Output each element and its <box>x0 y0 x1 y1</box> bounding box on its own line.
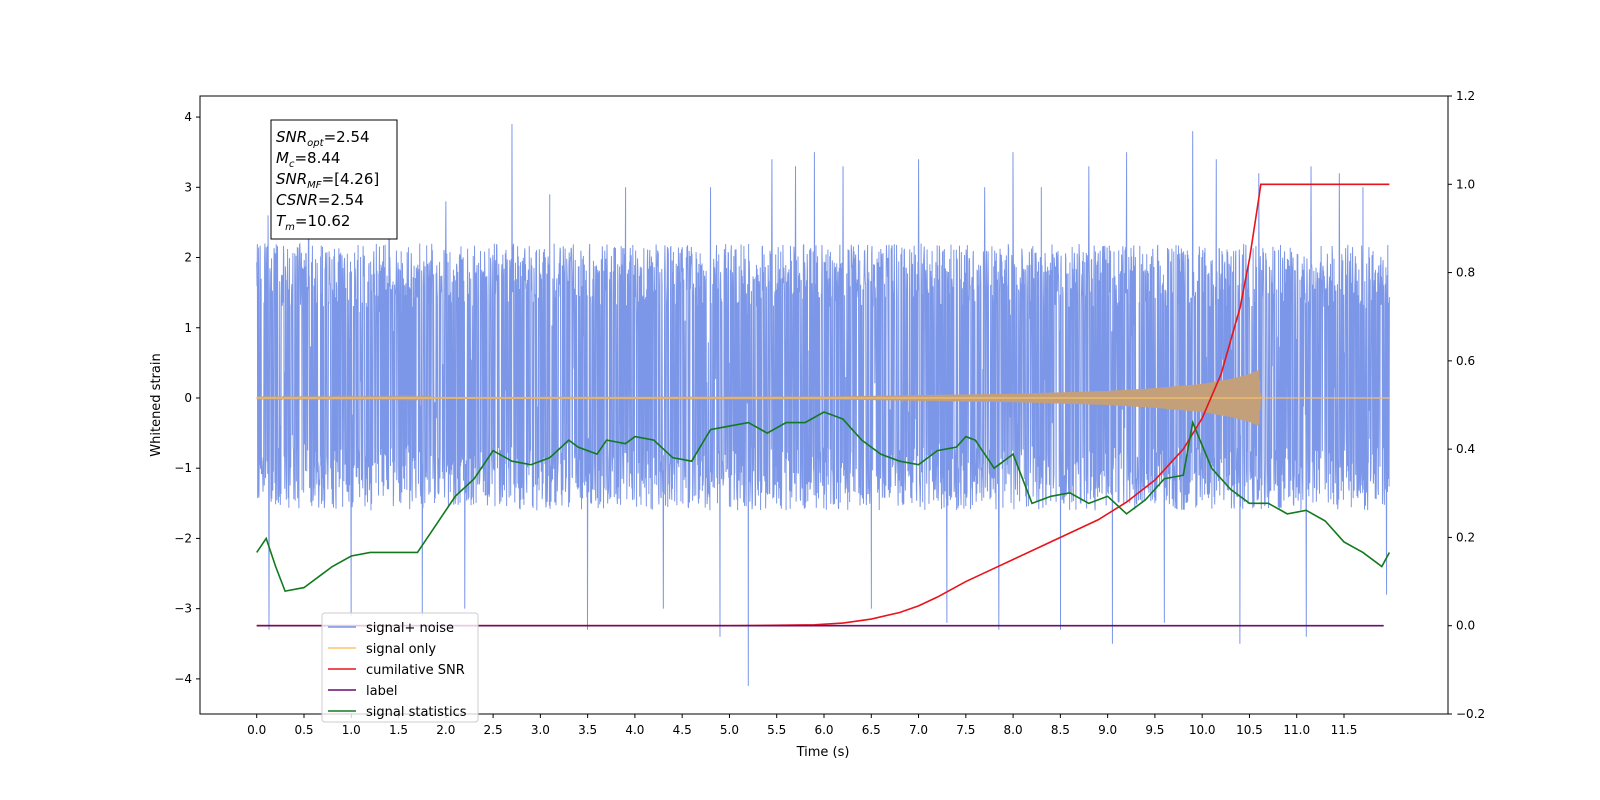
annotation-value: =2.54 <box>324 128 370 146</box>
y2-tick-label: 0.4 <box>1456 442 1475 456</box>
legend: signal+ noise signal only cumilative SNR la… <box>321 612 479 723</box>
annotation-line: Mc=8.44 <box>276 149 340 170</box>
annotation-symbol: CSNR <box>276 191 318 209</box>
y-tick-label: 3 <box>184 180 192 194</box>
y-tick-label: −1 <box>174 461 192 475</box>
y2-tick-label: 0.8 <box>1456 266 1475 280</box>
annotation-value: =[4.26] <box>322 170 380 188</box>
x-tick-label: 11.5 <box>1331 723 1358 737</box>
annotation-line: Tm=10.62 <box>276 212 350 233</box>
y-tick-label: 2 <box>184 251 192 265</box>
x-tick-label: 0.0 <box>247 723 266 737</box>
legend-label: signal only <box>366 642 436 657</box>
series-signal-statistics-line <box>256 411 1391 593</box>
x-tick-label: 11.0 <box>1283 723 1310 737</box>
x-tick-label: 9.0 <box>1098 723 1117 737</box>
annotation-subscript: c <box>289 159 295 170</box>
y2-tick-label: −0.2 <box>1456 707 1485 721</box>
legend-label: signal statistics <box>366 705 467 720</box>
annotation-value: =8.44 <box>294 149 340 167</box>
y-tick-label: 0 <box>184 391 192 405</box>
annotation-symbol: T <box>276 212 287 230</box>
x-tick-label: 4.0 <box>625 723 644 737</box>
y2-tick-label: 1.2 <box>1456 89 1475 103</box>
y2-tick-label: 0.0 <box>1456 619 1475 633</box>
annotation-subscript: MF <box>307 180 322 191</box>
annotation-subscript: opt <box>307 138 324 149</box>
x-tick-label: 5.0 <box>720 723 739 737</box>
x-tick-label: 8.0 <box>1004 723 1023 737</box>
x-tick-label: 3.0 <box>531 723 550 737</box>
y-tick-label: 4 <box>184 110 192 124</box>
x-tick-label: 1.5 <box>389 723 408 737</box>
x-tick-label: 1.0 <box>342 723 361 737</box>
x-tick-label: 3.5 <box>578 723 597 737</box>
annotation-frame <box>270 119 398 240</box>
y2-tick-label: 1.0 <box>1456 177 1475 191</box>
x-tick-label: 6.5 <box>862 723 881 737</box>
x-tick-label: 5.5 <box>767 723 786 737</box>
annotation-line: SNRopt=2.54 <box>276 128 370 149</box>
y-axis-label: Whitened strain <box>149 353 164 456</box>
x-axis-label: Time (s) <box>796 745 850 760</box>
x-tick-label: 7.0 <box>909 723 928 737</box>
y2-ticks: 1.2 1.0 0.8 0.6 0.4 0.2 0.0 −0.2 <box>1448 89 1485 721</box>
series-layer <box>256 124 1391 686</box>
x-tick-label: 10.5 <box>1236 723 1263 737</box>
x-tick-label: 8.5 <box>1051 723 1070 737</box>
x-ticks: 0.0 0.5 1.0 1.5 2.0 2.5 3.0 3.5 4.0 4.5 5.0 5.5 6.0 6… <box>247 714 1357 737</box>
annotation-line: SNRMF=[4.26] <box>276 170 379 191</box>
y-ticks: 4 3 2 1 0 −1 −2 −3 −4 <box>174 110 200 686</box>
annotation-symbol: SNR <box>276 128 307 146</box>
annotation-subscript: m <box>285 222 295 233</box>
x-tick-label: 2.0 <box>436 723 455 737</box>
annotation-box: SNRopt=2.54Mc=8.44SNRMF=[4.26]CSNR=2.54T… <box>270 119 398 240</box>
y-tick-label: −4 <box>174 672 192 686</box>
x-tick-label: 10.0 <box>1189 723 1216 737</box>
annotation-value: =2.54 <box>318 191 364 209</box>
x-tick-label: 0.5 <box>294 723 313 737</box>
annotation-symbol: SNR <box>276 170 307 188</box>
annotation-symbol: M <box>276 149 289 167</box>
series-cumulative-snr-line <box>256 183 1390 627</box>
y-tick-label: −2 <box>174 531 192 545</box>
x-tick-label: 9.5 <box>1145 723 1164 737</box>
legend-label: label <box>366 684 397 699</box>
x-tick-label: 6.0 <box>814 723 833 737</box>
annotation-value: =10.62 <box>295 212 351 230</box>
legend-label: signal+ noise <box>366 621 454 636</box>
legend-frame <box>321 612 479 723</box>
y-tick-label: 1 <box>184 321 192 335</box>
annotation-line: CSNR=2.54 <box>276 191 364 209</box>
series-signal-noise-line <box>256 124 1390 686</box>
y2-tick-label: 0.6 <box>1456 354 1475 368</box>
x-tick-label: 2.5 <box>484 723 503 737</box>
x-tick-label: 7.5 <box>956 723 975 737</box>
legend-label: cumilative SNR <box>366 663 465 678</box>
y-tick-label: −3 <box>174 602 192 616</box>
y2-tick-label: 0.2 <box>1456 530 1475 544</box>
x-tick-label: 4.5 <box>673 723 692 737</box>
